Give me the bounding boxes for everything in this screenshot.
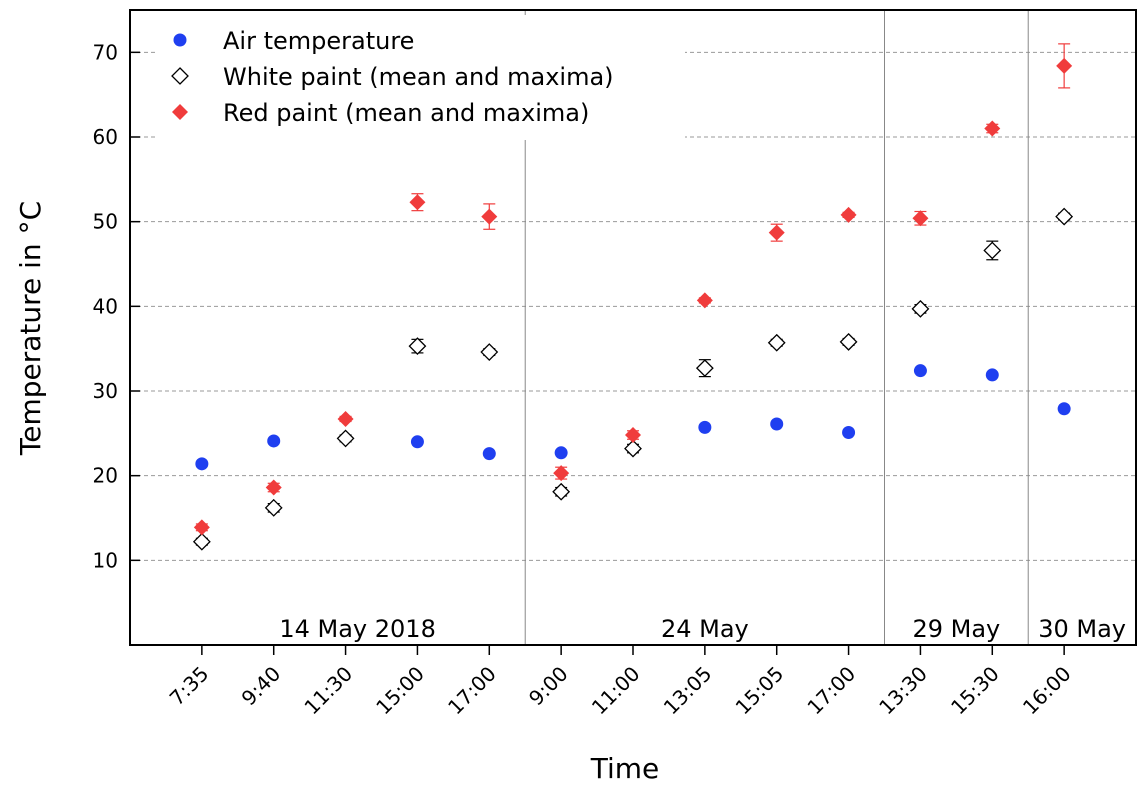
- x-tick-label: 17:00: [802, 662, 860, 720]
- y-axis-label: Temperature in °C: [14, 201, 47, 456]
- marker: [192, 532, 211, 551]
- y-tick-label: 40: [93, 294, 118, 318]
- marker: [840, 206, 857, 223]
- x-tick-label: 11:00: [587, 662, 645, 720]
- legend-label: White paint (mean and maxima): [223, 63, 614, 91]
- x-tick-label: 9:00: [524, 662, 573, 711]
- marker: [911, 299, 930, 318]
- x-tick-label: 17:00: [443, 662, 501, 720]
- marker: [1055, 207, 1074, 226]
- marker: [624, 439, 642, 458]
- x-axis-label: Time: [590, 752, 660, 785]
- marker: [336, 429, 355, 448]
- marker: [481, 208, 498, 225]
- group-label: 29 May: [912, 615, 1000, 643]
- marker: [770, 417, 784, 431]
- x-tick-label: 15:30: [946, 662, 1004, 720]
- marker: [1057, 402, 1071, 416]
- marker: [913, 364, 927, 378]
- y-tick-label: 60: [93, 125, 118, 149]
- marker: [695, 359, 714, 378]
- marker: [839, 332, 858, 351]
- marker: [480, 343, 499, 361]
- x-tick-label: 7:35: [165, 662, 214, 711]
- legend-marker: [172, 104, 188, 120]
- legend-marker: [173, 33, 187, 47]
- marker: [912, 210, 929, 227]
- marker: [842, 425, 856, 439]
- x-tick-label: 13:05: [659, 662, 717, 720]
- marker: [193, 519, 210, 536]
- marker: [1056, 57, 1073, 74]
- marker: [265, 479, 282, 496]
- marker: [985, 368, 999, 382]
- marker: [553, 465, 570, 482]
- marker: [267, 434, 281, 448]
- group-label: 30 May: [1038, 615, 1126, 643]
- x-tick-label: 15:00: [371, 662, 429, 720]
- y-tick-label: 10: [93, 548, 118, 572]
- x-tick-label: 16:00: [1018, 662, 1076, 720]
- plot-frame: [129, 9, 1137, 646]
- y-tick-label: 50: [93, 210, 118, 234]
- x-tick-label: 9:40: [237, 662, 286, 711]
- marker: [768, 224, 785, 241]
- marker: [984, 120, 1001, 137]
- x-tick-label: 11:30: [299, 662, 357, 720]
- marker: [696, 292, 713, 309]
- marker: [482, 447, 496, 461]
- marker: [625, 427, 641, 444]
- marker: [264, 498, 283, 517]
- marker: [554, 446, 568, 460]
- x-tick-label: 15:05: [731, 662, 789, 720]
- marker: [408, 337, 427, 356]
- y-tick-label: 30: [93, 379, 118, 403]
- marker: [337, 410, 354, 427]
- group-label: 14 May 2018: [279, 615, 436, 643]
- legend-label: Air temperature: [223, 27, 414, 55]
- group-label: 24 May: [661, 615, 749, 643]
- marker: [409, 194, 426, 211]
- y-tick-label: 20: [93, 464, 118, 488]
- marker: [552, 482, 571, 501]
- marker: [410, 435, 424, 449]
- marker: [983, 241, 1002, 260]
- y-tick-label: 70: [93, 40, 118, 64]
- legend-label: Red paint (mean and maxima): [223, 99, 589, 127]
- marker: [767, 333, 786, 352]
- legend-marker: [171, 67, 189, 85]
- legend-box: [155, 15, 685, 140]
- marker: [195, 457, 209, 471]
- marker: [698, 420, 712, 434]
- x-tick-label: 13:30: [874, 662, 932, 720]
